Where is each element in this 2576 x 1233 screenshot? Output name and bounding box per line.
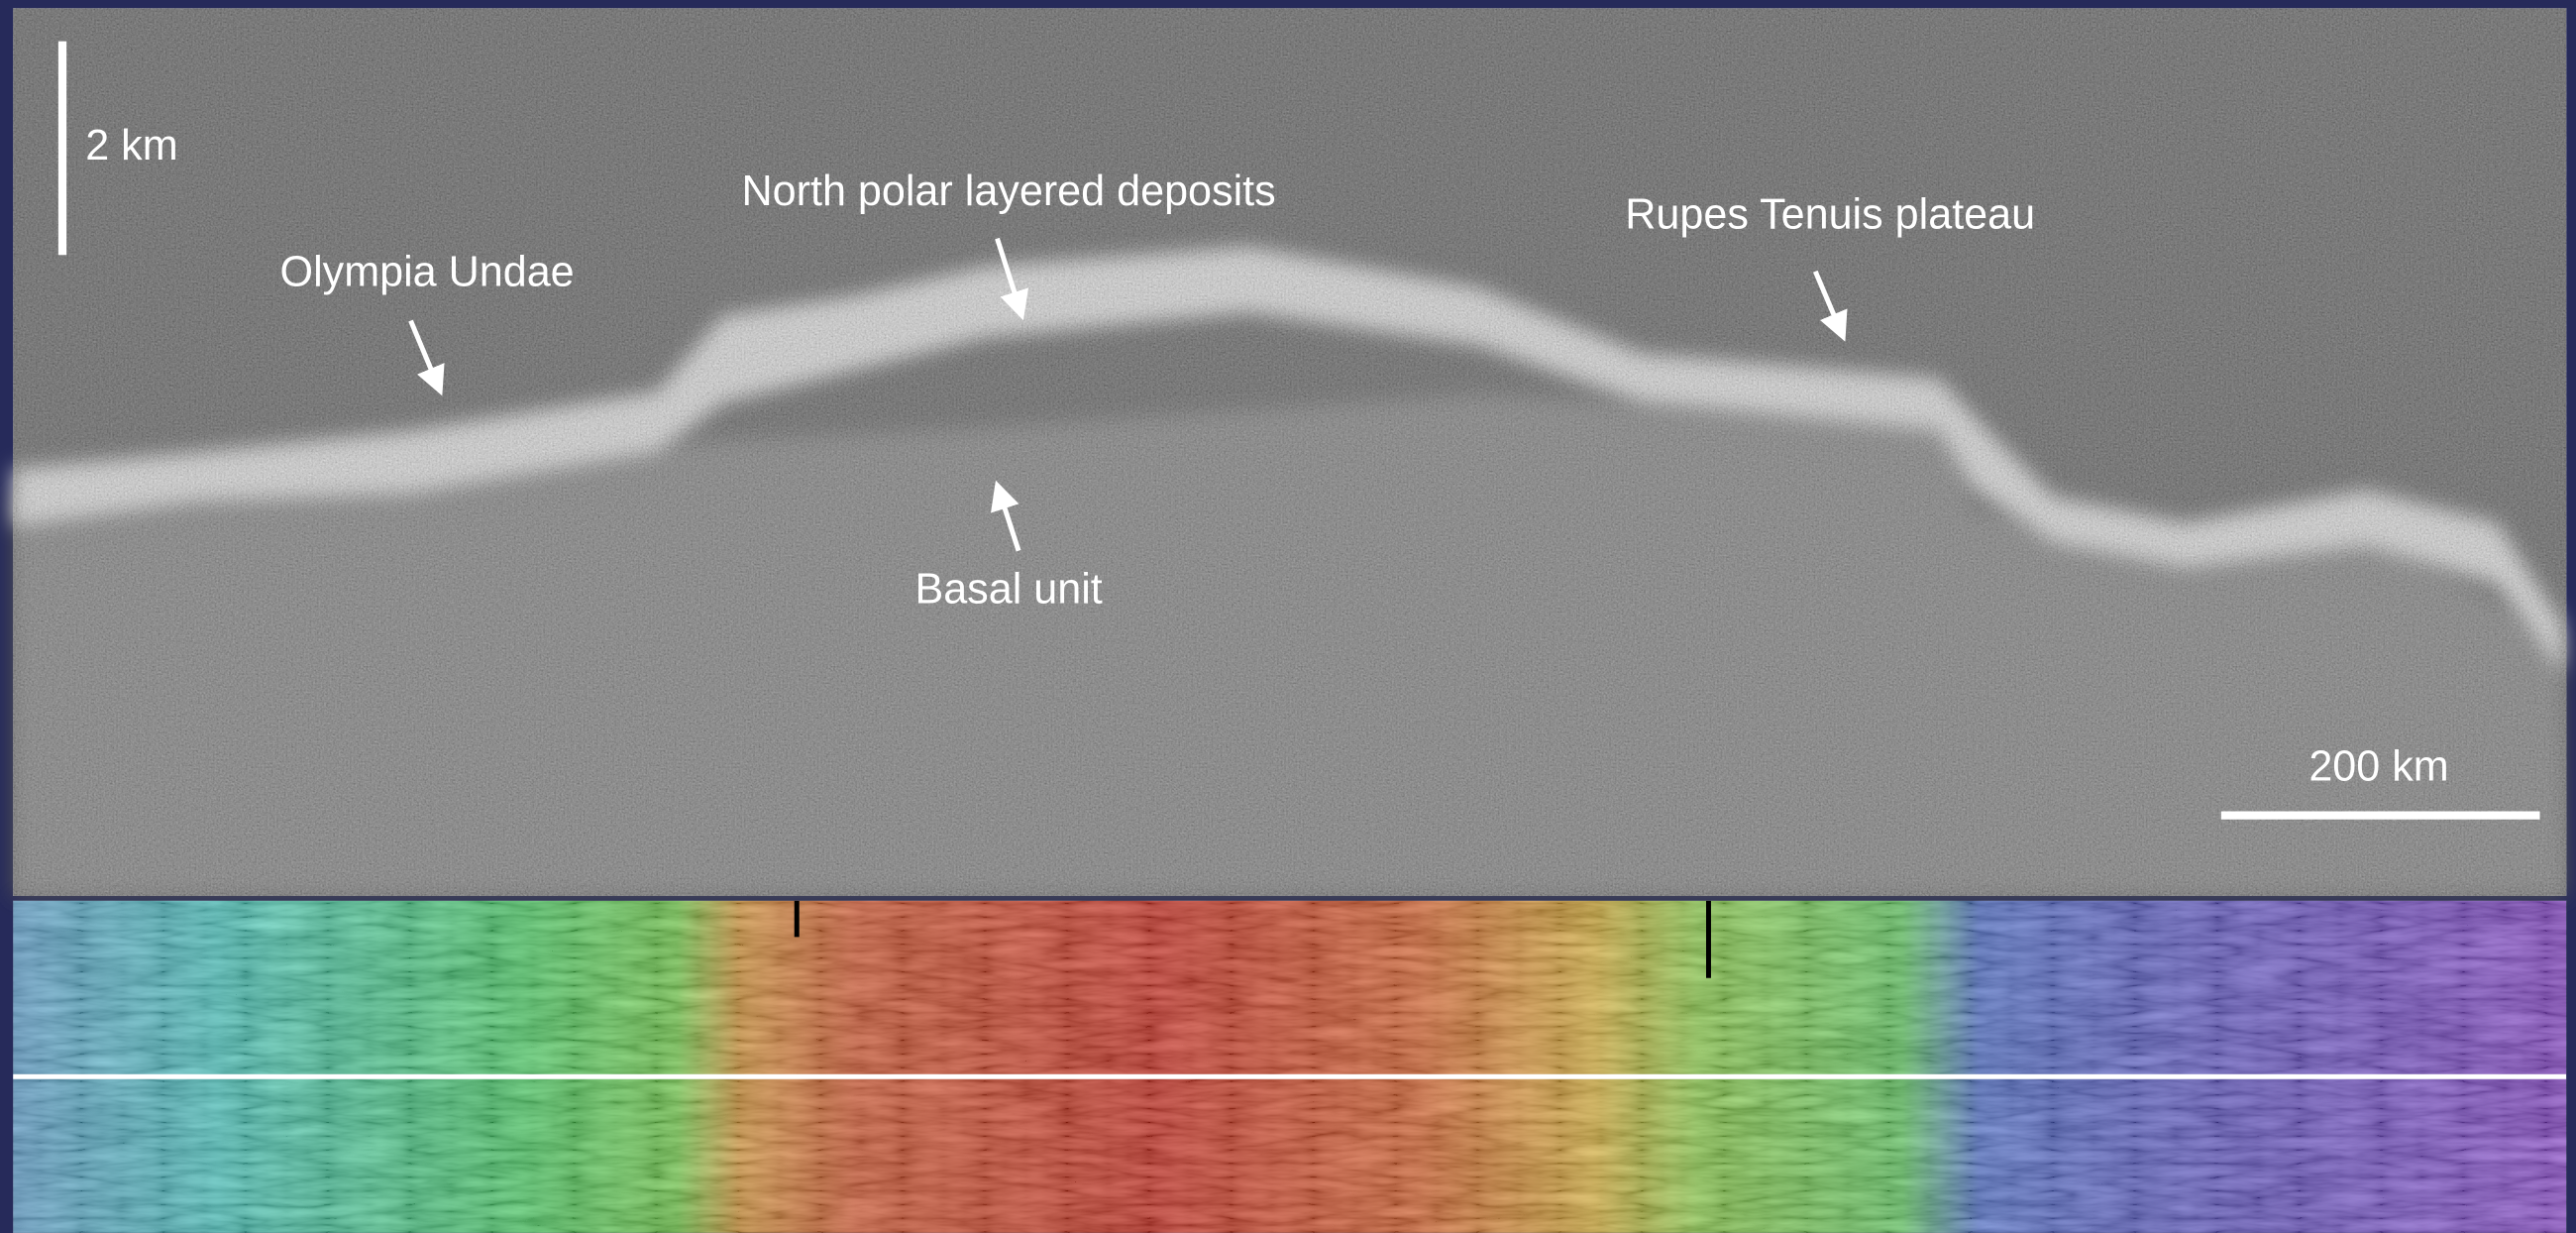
horizontal-scale-label: 200 km — [2308, 743, 2448, 791]
figure: 2 km 200 km North polar layered deposits… — [0, 0, 2576, 1233]
annotation: Olympia Undae — [280, 248, 575, 295]
radargram — [13, 8, 2566, 895]
annotation: North polar layered deposits — [742, 168, 1276, 215]
annotation: Rupes Tenuis plateau — [1625, 190, 2035, 238]
topographic-map — [13, 901, 2566, 1233]
vertical-scale-label: 2 km — [85, 122, 177, 169]
annotation: Basal unit — [914, 566, 1102, 614]
